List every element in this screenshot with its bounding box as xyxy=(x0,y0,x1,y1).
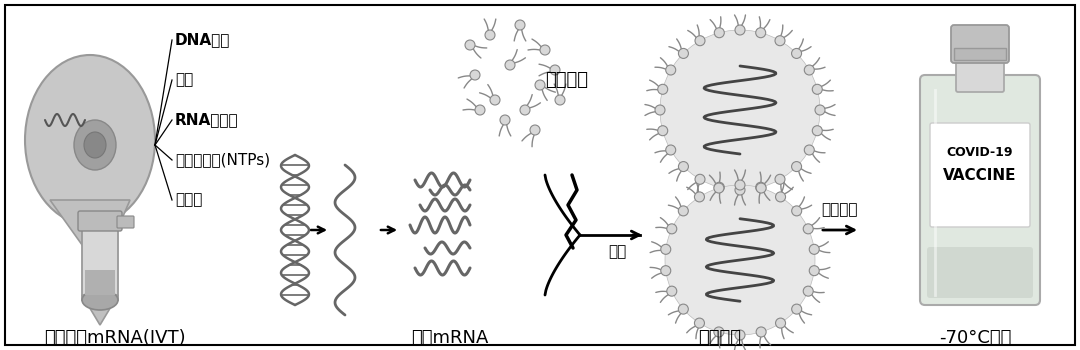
Circle shape xyxy=(812,126,822,136)
Text: 脂质分子: 脂质分子 xyxy=(545,71,588,89)
Circle shape xyxy=(555,95,565,105)
Circle shape xyxy=(696,174,705,184)
FancyBboxPatch shape xyxy=(927,247,1032,298)
Circle shape xyxy=(665,65,676,75)
Circle shape xyxy=(485,30,495,40)
Circle shape xyxy=(505,60,515,70)
FancyBboxPatch shape xyxy=(78,211,122,231)
Circle shape xyxy=(665,145,676,155)
Circle shape xyxy=(775,174,785,184)
Circle shape xyxy=(666,286,677,296)
Circle shape xyxy=(666,224,677,234)
Circle shape xyxy=(678,48,688,58)
Text: 核苷三磷酸(NTPs): 核苷三磷酸(NTPs) xyxy=(175,153,270,168)
Circle shape xyxy=(714,327,724,337)
Circle shape xyxy=(815,105,825,115)
Text: 纯化mRNA: 纯化mRNA xyxy=(411,329,488,347)
Circle shape xyxy=(519,105,530,115)
Circle shape xyxy=(678,162,688,172)
Circle shape xyxy=(694,318,704,328)
Circle shape xyxy=(500,115,510,125)
Circle shape xyxy=(805,65,814,75)
Circle shape xyxy=(775,36,785,46)
Text: 罐装疫苗: 罐装疫苗 xyxy=(822,203,859,217)
Circle shape xyxy=(735,25,745,35)
Ellipse shape xyxy=(25,55,156,225)
Circle shape xyxy=(735,180,745,190)
FancyBboxPatch shape xyxy=(930,123,1030,227)
Circle shape xyxy=(550,65,561,75)
Circle shape xyxy=(530,125,540,135)
Text: VACCINE: VACCINE xyxy=(943,168,1016,182)
Circle shape xyxy=(804,224,813,234)
Polygon shape xyxy=(82,295,118,325)
Circle shape xyxy=(735,185,745,195)
Circle shape xyxy=(714,182,725,192)
Circle shape xyxy=(658,84,667,94)
Circle shape xyxy=(792,304,801,314)
Circle shape xyxy=(792,48,801,58)
Text: -70°C保存: -70°C保存 xyxy=(939,329,1011,347)
Circle shape xyxy=(714,28,725,38)
Circle shape xyxy=(540,45,550,55)
Text: RNA聚合酶: RNA聚合酶 xyxy=(175,112,239,127)
Circle shape xyxy=(756,28,766,38)
Text: 电击: 电击 xyxy=(608,245,626,259)
Ellipse shape xyxy=(84,132,106,158)
FancyBboxPatch shape xyxy=(117,216,134,228)
Circle shape xyxy=(792,162,801,172)
Text: 体外转录mRNA(IVT): 体外转录mRNA(IVT) xyxy=(44,329,186,347)
Circle shape xyxy=(812,84,822,94)
FancyBboxPatch shape xyxy=(920,75,1040,305)
Circle shape xyxy=(792,206,801,216)
Text: COVID-19: COVID-19 xyxy=(947,146,1013,159)
Circle shape xyxy=(678,206,688,216)
Circle shape xyxy=(654,105,665,115)
Circle shape xyxy=(756,182,766,192)
Circle shape xyxy=(756,183,766,193)
Circle shape xyxy=(694,192,704,202)
Polygon shape xyxy=(50,200,130,270)
Text: DNA模板: DNA模板 xyxy=(175,33,230,48)
FancyBboxPatch shape xyxy=(954,48,1005,60)
Circle shape xyxy=(661,266,671,276)
Circle shape xyxy=(658,126,667,136)
Circle shape xyxy=(809,244,820,254)
Ellipse shape xyxy=(82,290,118,310)
Circle shape xyxy=(804,286,813,296)
Bar xyxy=(85,270,114,295)
Text: 引物: 引物 xyxy=(175,72,193,88)
Circle shape xyxy=(465,40,475,50)
Circle shape xyxy=(475,105,485,115)
Ellipse shape xyxy=(75,120,116,170)
Circle shape xyxy=(660,30,820,190)
Circle shape xyxy=(665,185,815,335)
Circle shape xyxy=(678,304,688,314)
Circle shape xyxy=(756,327,766,337)
Text: 加帽酶: 加帽酶 xyxy=(175,193,202,208)
FancyBboxPatch shape xyxy=(82,225,118,300)
Circle shape xyxy=(470,70,480,80)
FancyBboxPatch shape xyxy=(951,25,1009,63)
Circle shape xyxy=(696,36,705,46)
Circle shape xyxy=(714,183,724,193)
Text: 疫苗颗粒: 疫苗颗粒 xyxy=(699,329,742,347)
Circle shape xyxy=(490,95,500,105)
Circle shape xyxy=(735,330,745,340)
Circle shape xyxy=(775,318,785,328)
Circle shape xyxy=(805,145,814,155)
Circle shape xyxy=(535,80,545,90)
FancyBboxPatch shape xyxy=(956,53,1004,92)
Circle shape xyxy=(661,244,671,254)
Circle shape xyxy=(515,20,525,30)
Circle shape xyxy=(775,192,785,202)
Circle shape xyxy=(809,266,820,276)
